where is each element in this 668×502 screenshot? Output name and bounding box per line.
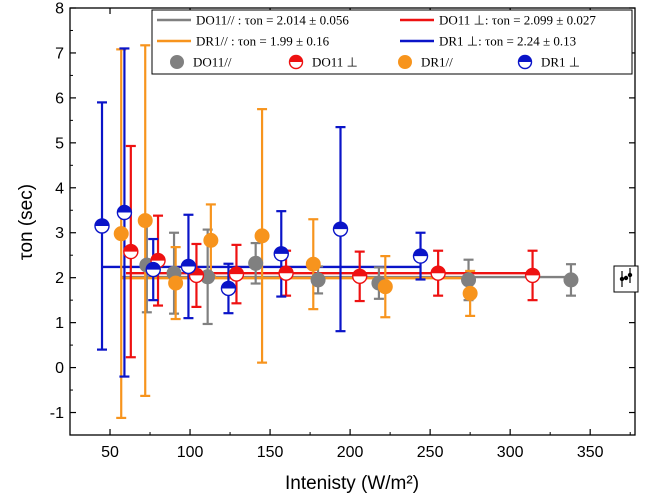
data-point — [203, 232, 219, 248]
data-point — [412, 248, 429, 264]
y-tick-label: -1 — [50, 405, 64, 422]
data-point — [305, 256, 321, 272]
data-point — [94, 218, 110, 234]
data-point — [180, 258, 197, 275]
legend-series-label: DR1// — [421, 55, 453, 70]
data-point — [278, 265, 294, 281]
legend-series-label: DO11 ⊥ — [312, 55, 358, 70]
x-tick-label: 50 — [101, 444, 119, 461]
data-point — [228, 266, 245, 282]
axis-ticks: 50 100 150 200 250 300 350 -1 0 1 2 3 4 5 6 7 8 — [50, 1, 635, 461]
legend-fit-label: DR1// : τon = 1.99 ± 0.16 — [196, 34, 330, 49]
plot-content — [94, 44, 579, 420]
legend-fit-label: DO11 ⊥: τon = 2.099 ± 0.027 — [439, 13, 596, 28]
data-point — [168, 275, 184, 291]
y-axis-label: τon (sec) — [16, 184, 37, 260]
legend-marker — [398, 55, 412, 69]
data-point — [377, 279, 393, 295]
legend-series-label: DR1 ⊥ — [541, 55, 580, 70]
y-tick-label: 3 — [55, 225, 64, 242]
data-point — [430, 265, 446, 281]
x-tick-label: 200 — [337, 444, 364, 461]
data-point — [563, 272, 579, 288]
data-point — [332, 221, 349, 237]
data-point — [113, 226, 129, 242]
data-point — [248, 255, 264, 271]
y-tick-label: 8 — [55, 1, 64, 18]
y-tick-label: 4 — [55, 180, 64, 197]
y-tick-label: 2 — [55, 270, 64, 287]
data-point — [352, 268, 368, 285]
data-point — [123, 243, 139, 260]
data-point — [461, 272, 477, 288]
y-tick-label: 7 — [55, 45, 64, 62]
legend-box — [151, 9, 633, 75]
data-point — [310, 272, 326, 288]
data-point — [273, 246, 289, 262]
x-tick-label: 100 — [177, 444, 204, 461]
x-tick-label: 350 — [577, 444, 604, 461]
y-tick-label: 5 — [55, 135, 64, 152]
y-tick-label: 0 — [55, 360, 64, 377]
x-tick-label: 250 — [417, 444, 444, 461]
x-tick-label: 300 — [497, 444, 524, 461]
y-tick-label: 1 — [55, 315, 64, 332]
legend-series-label: DO11// — [193, 55, 232, 70]
data-point — [137, 213, 153, 229]
x-tick-label: 150 — [257, 444, 284, 461]
data-point — [220, 280, 237, 297]
plot-frame — [69, 7, 636, 436]
legend-marker — [288, 54, 304, 70]
y-tick-label: 6 — [55, 90, 64, 107]
legend-fit-label: DO11// : τon = 2.014 ± 0.056 — [196, 13, 349, 28]
legend-fit-label: DR1 ⊥: τon = 2.24 ± 0.13 — [439, 34, 576, 49]
data-point — [462, 285, 478, 301]
x-axis-label: Intenisty (W/m²) — [285, 473, 419, 494]
data-point — [254, 228, 270, 244]
legend: DO11// : τon = 2.014 ± 0.056 DO11 ⊥: τon … — [151, 9, 633, 75]
data-point — [116, 204, 133, 221]
data-point — [524, 267, 541, 284]
legend-marker — [517, 54, 533, 70]
data-point — [145, 261, 161, 278]
legend-marker — [170, 55, 184, 69]
inset-icon — [613, 265, 639, 293]
